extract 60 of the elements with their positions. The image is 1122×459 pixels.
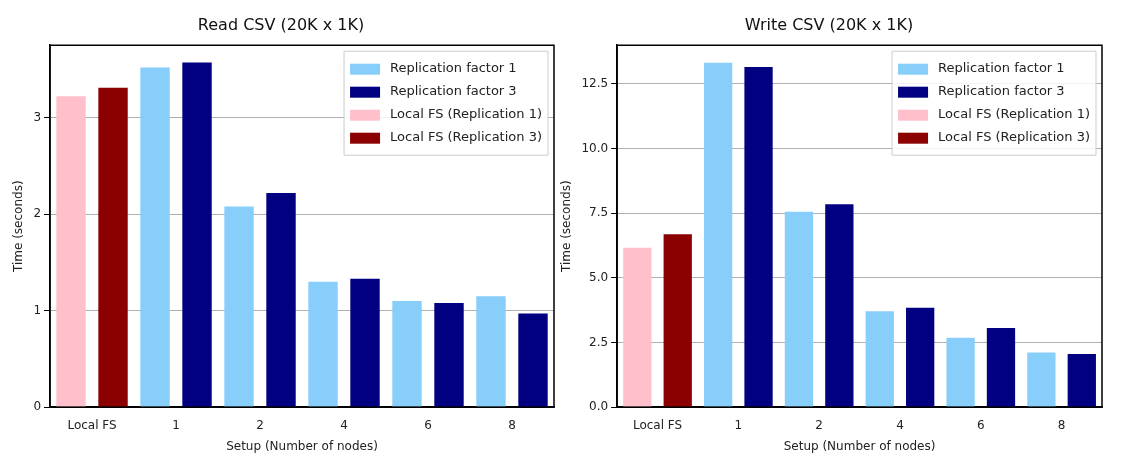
bar — [140, 67, 170, 407]
x-tick-label: 6 — [424, 417, 432, 432]
bar — [946, 337, 975, 407]
x-tick-label: 6 — [976, 417, 985, 432]
bar — [906, 307, 935, 407]
bar — [308, 281, 338, 407]
x-tick-label: 1 — [172, 417, 180, 432]
bar — [182, 62, 212, 407]
bar — [1027, 352, 1056, 407]
y-tick-label: 1 — [33, 302, 42, 317]
y-tick-label: 5.0 — [589, 270, 609, 285]
x-axis-title: Setup (Number of nodes) — [783, 438, 936, 453]
legend-label: Replication factor 3 — [390, 83, 517, 99]
bar — [986, 328, 1016, 407]
y-tick-label: 7.5 — [589, 205, 609, 220]
bar — [98, 87, 128, 407]
legend-label: Replication factor 1 — [938, 60, 1065, 76]
bar — [224, 206, 254, 407]
bar — [825, 204, 854, 407]
x-tick-label: 2 — [256, 417, 264, 432]
x-tick-label: 8 — [508, 417, 516, 432]
bar — [1067, 353, 1096, 407]
y-tick-label: 10.0 — [581, 140, 609, 155]
x-tick-label: Local FS — [632, 417, 683, 432]
bar — [434, 302, 464, 407]
y-tick-label: 2.5 — [589, 334, 609, 349]
y-tick-label: 0 — [33, 399, 42, 414]
bar — [350, 278, 380, 407]
chart-title: Write CSV (20K x 1K) — [744, 14, 914, 34]
legend-label: Replication factor 1 — [390, 60, 517, 76]
bar — [392, 301, 422, 407]
bar — [744, 66, 773, 407]
y-tick-label: 0.0 — [589, 399, 609, 414]
bar — [56, 96, 86, 407]
bar — [266, 192, 296, 407]
legend-label: Local FS (Replication 3) — [938, 129, 1091, 145]
x-tick-label: 4 — [896, 417, 904, 432]
y-tick-label: 3 — [33, 109, 42, 124]
chart-title: Read CSV (20K x 1K) — [197, 14, 365, 34]
bar — [518, 313, 548, 407]
x-tick-label: 8 — [1057, 417, 1066, 432]
legend-label: Local FS (Replication 1) — [938, 106, 1091, 122]
x-tick-label: 1 — [734, 417, 743, 432]
y-axis-title: Time (seconds) — [11, 180, 26, 273]
bar — [784, 211, 814, 407]
bar — [703, 62, 733, 407]
bar — [623, 247, 652, 407]
x-tick-label: 4 — [340, 417, 348, 432]
y-axis-title: Time (seconds) — [559, 180, 574, 273]
bar — [865, 311, 894, 407]
bar — [663, 234, 692, 407]
y-tick-label: 2 — [33, 206, 42, 221]
bar — [476, 296, 506, 407]
y-tick-label: 12.5 — [581, 76, 609, 91]
x-axis-title: Setup (Number of nodes) — [226, 438, 378, 453]
x-tick-label: 2 — [815, 417, 823, 432]
legend-label: Local FS (Replication 1) — [390, 106, 543, 122]
x-tick-label: Local FS — [67, 417, 117, 432]
legend-label: Local FS (Replication 3) — [390, 129, 543, 145]
legend-label: Replication factor 3 — [938, 83, 1065, 99]
